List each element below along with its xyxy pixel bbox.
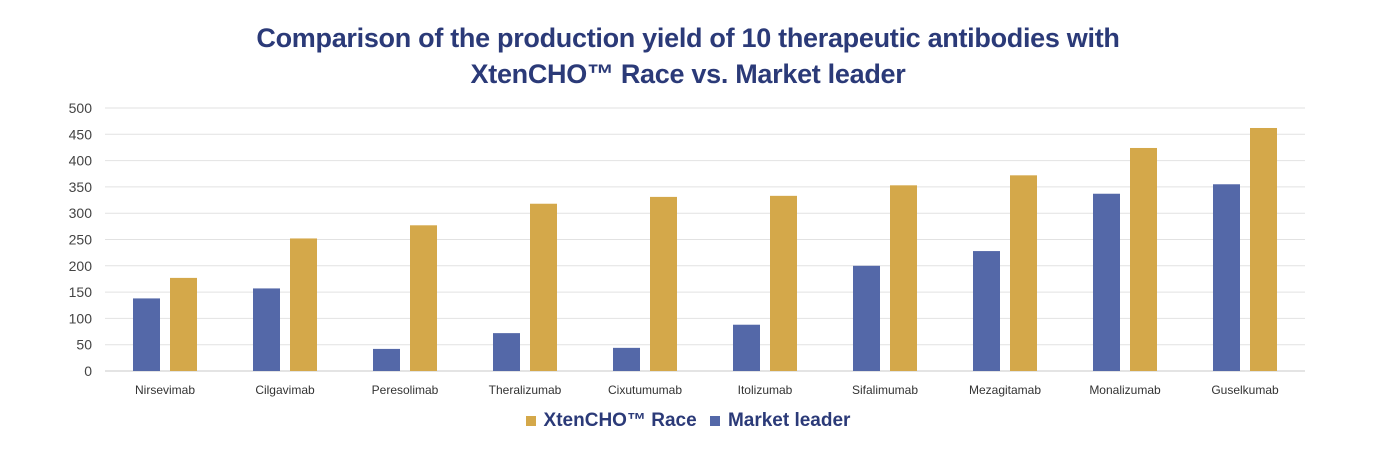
bar-market-leader [1213,184,1240,371]
bar-xtencho [770,195,797,371]
x-category-label: Itolizumab [738,383,793,397]
legend-item-xtencho: XtenCHO™ Race [525,410,697,432]
chart-title-line1: Comparison of the production yield of 10… [256,23,1120,53]
y-tick-label: 50 [76,337,92,353]
legend-item-market-leader: Market leader [709,410,851,432]
bar-xtencho [290,238,317,371]
y-tick-label: 250 [69,232,93,248]
x-category-label: Guselkumab [1211,383,1279,397]
y-tick-label: 450 [69,126,93,142]
bar-xtencho [890,185,917,371]
x-category-label: Nirsevimab [135,383,195,397]
bar-market-leader [493,333,520,371]
bars [133,127,1277,371]
bar-xtencho [1130,147,1157,371]
bar-xtencho [650,196,677,371]
legend-label-market-leader: Market leader [727,410,851,431]
y-tick-label: 400 [69,153,93,169]
y-tick-label: 500 [69,100,93,116]
bar-market-leader [133,298,160,371]
x-category-label: Theralizumab [489,383,562,397]
legend-swatch-market-leader [709,416,720,426]
bar-market-leader [733,324,760,371]
x-category-label: Monalizumab [1089,383,1161,397]
x-category-label: Mezagitamab [969,383,1041,397]
y-tick-label: 350 [69,179,93,195]
bar-xtencho [410,225,437,371]
bar-market-leader [1093,193,1120,371]
bar-market-leader [373,348,400,371]
legend-label-xtencho: XtenCHO™ Race [543,410,697,431]
bar-market-leader [613,347,640,371]
y-tick-label: 100 [69,310,93,326]
chart-title: Comparison of the production yield of 10… [0,20,1376,92]
bar-market-leader [253,288,280,371]
legend: XtenCHO™ Race Market leader [0,410,1376,432]
chart-title-line2: XtenCHO™ Race vs. Market leader [470,59,906,89]
bar-market-leader [853,265,880,371]
bar-market-leader [973,251,1000,371]
x-axis-labels: Nirsevimab Cilgavimab Peresolimab Theralizu… [135,383,1279,397]
x-category-label: Cixutumumab [608,383,682,397]
y-tick-label: 0 [84,363,92,379]
y-tick-label: 300 [69,205,93,221]
bar-xtencho [530,203,557,371]
x-category-label: Peresolimab [372,383,439,397]
bar-xtencho [1010,175,1037,371]
y-axis-ticks: 0 50 100 150 200 250 300 350 400 450 500 [69,100,93,379]
bar-xtencho [1250,127,1277,371]
bar-xtencho [170,277,197,371]
gridlines [105,107,1305,372]
x-category-label: Cilgavimab [255,383,315,397]
y-tick-label: 200 [69,258,93,274]
y-tick-label: 150 [69,284,93,300]
x-category-label: Sifalimumab [852,383,918,397]
legend-swatch-xtencho [525,416,536,426]
